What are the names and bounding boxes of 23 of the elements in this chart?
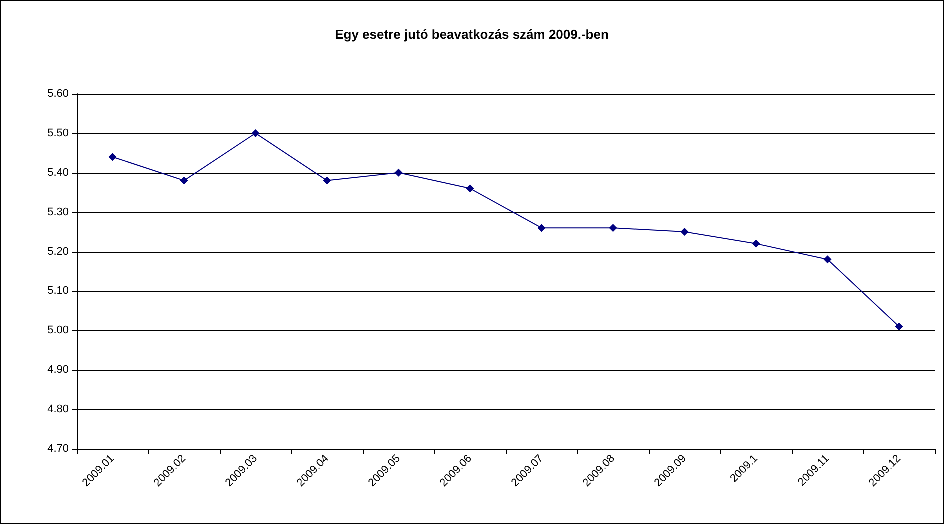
- chart-title: Egy esetre jutó beavatkozás szám 2009.-ben: [335, 27, 609, 42]
- y-tick-label: 5.40: [48, 166, 69, 179]
- point: [609, 224, 618, 232]
- y-tick-label: 4.80: [48, 404, 69, 416]
- point: [394, 168, 403, 177]
- y-tick-label: 5.30: [48, 206, 69, 218]
- y-tick-label: 4.70: [48, 443, 69, 455]
- point: [323, 176, 332, 185]
- y-tick-label: 5.60: [48, 88, 69, 100]
- y-tick-label: 5.00: [48, 324, 69, 337]
- y-tick-label: 4.90: [48, 364, 69, 376]
- point: [252, 129, 260, 138]
- y-tick-label: 5.20: [48, 246, 69, 258]
- point: [180, 176, 188, 185]
- point: [680, 228, 689, 236]
- point: [824, 256, 832, 264]
- y-tick-label: 5.50: [48, 127, 69, 140]
- point: [466, 184, 474, 193]
- point: [108, 153, 117, 162]
- y-tick-label: 5.10: [48, 285, 69, 298]
- point: [895, 322, 904, 331]
- point: [752, 240, 760, 248]
- point: [538, 224, 546, 232]
